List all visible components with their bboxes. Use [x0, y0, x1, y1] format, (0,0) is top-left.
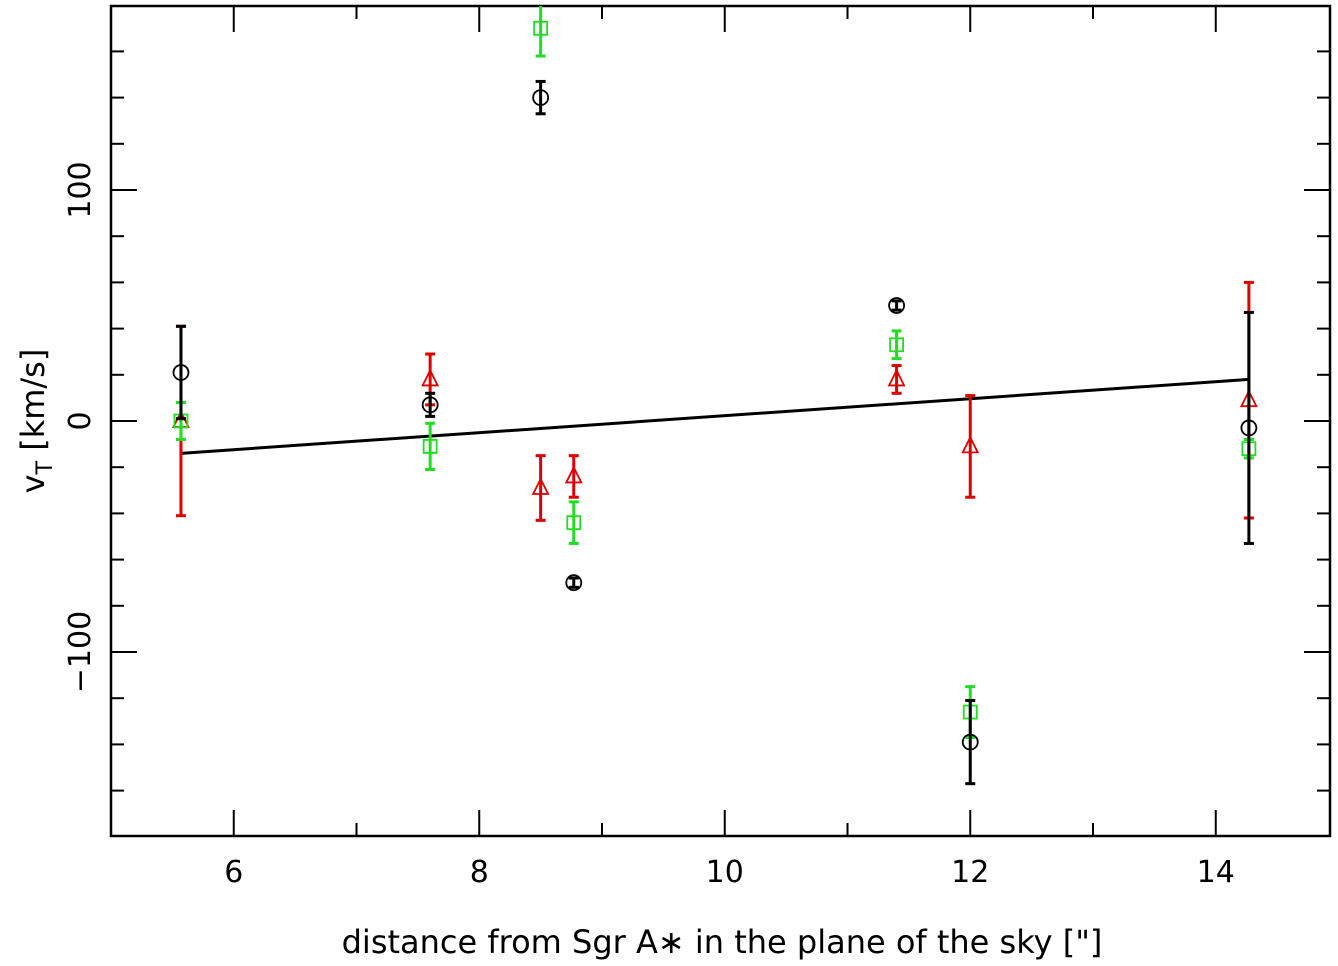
axis-ticks — [111, 6, 1330, 836]
plot-frame — [109, 4, 1332, 838]
circle-marker — [421, 396, 439, 414]
y-axis-label-main: v — [14, 474, 52, 493]
x-tick-label: 6 — [224, 855, 243, 890]
triangle-marker — [564, 465, 583, 484]
x-tick-label: 8 — [470, 855, 489, 890]
y-tick-label: 0 — [63, 411, 98, 430]
x-axis-label: distance from Sgr A∗ in the plane of the… — [342, 923, 1103, 961]
triangle-marker — [421, 368, 440, 387]
fit-line-group — [180, 377, 1249, 455]
square-marker — [889, 337, 904, 353]
x-tick-label: 10 — [706, 855, 744, 890]
triangle-marker — [961, 435, 980, 454]
circle-marker — [565, 574, 583, 592]
tick-labels: 6 8 10 12 14 −100 0 100 — [63, 161, 1235, 890]
square-marker — [533, 20, 549, 36]
fit-line — [180, 377, 1249, 455]
circle-marker — [888, 297, 905, 314]
data-marks — [172, 6, 1258, 786]
circle-marker — [1240, 419, 1258, 437]
x-tick-label: 14 — [1197, 855, 1235, 890]
y-axis-label-rest: [km/s] — [14, 349, 52, 461]
x-tick-label: 12 — [951, 855, 989, 890]
circle-marker — [532, 89, 550, 106]
y-axis-label: vT [km/s] — [14, 349, 58, 494]
y-tick-label: 100 — [63, 161, 98, 218]
y-axis-label-subscript: T — [33, 460, 58, 475]
square-marker — [566, 515, 582, 531]
circle-marker — [961, 733, 979, 751]
triangle-marker — [531, 476, 550, 495]
square-marker — [422, 439, 438, 454]
y-tick-label: −100 — [63, 611, 98, 693]
triangle-marker — [887, 368, 906, 387]
circle-marker — [172, 364, 190, 381]
